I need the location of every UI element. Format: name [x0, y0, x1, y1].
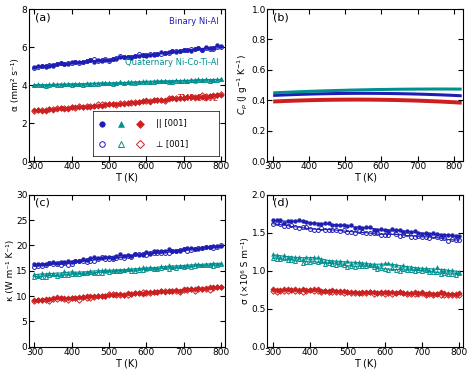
Text: (d): (d) [273, 198, 289, 208]
X-axis label: T (K): T (K) [354, 358, 377, 368]
Y-axis label: α (mm² s⁻¹): α (mm² s⁻¹) [11, 59, 20, 111]
Y-axis label: κ (W m⁻¹ K⁻¹): κ (W m⁻¹ K⁻¹) [6, 240, 15, 301]
Text: (a): (a) [35, 12, 50, 22]
Text: Binary Ni-Al: Binary Ni-Al [169, 17, 219, 26]
X-axis label: T (K): T (K) [354, 173, 377, 183]
Y-axis label: $C_p$ (J g$^{-1}$ K$^{-1}$): $C_p$ (J g$^{-1}$ K$^{-1}$) [236, 55, 250, 116]
Text: Quaternary Ni-Co-Ti-Al: Quaternary Ni-Co-Ti-Al [125, 58, 219, 67]
Y-axis label: σ (×10⁶ S m⁻¹): σ (×10⁶ S m⁻¹) [241, 237, 250, 304]
Text: TMP-5002: TMP-5002 [177, 94, 219, 103]
Text: (c): (c) [35, 198, 50, 208]
Text: (b): (b) [273, 12, 289, 22]
X-axis label: T (K): T (K) [115, 358, 138, 368]
X-axis label: T (K): T (K) [115, 173, 138, 183]
